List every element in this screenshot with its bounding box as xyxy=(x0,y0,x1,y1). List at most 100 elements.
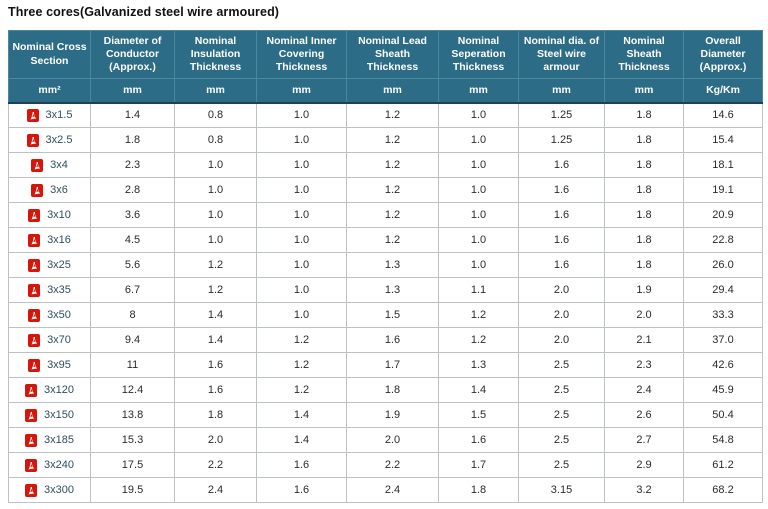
value-cell-col-7: 2.3 xyxy=(604,352,684,378)
column-unit-7: mm xyxy=(604,78,684,104)
value-cell-col-6: 1.25 xyxy=(518,127,605,153)
value-cell-col-5: 1.0 xyxy=(438,102,519,128)
pdf-icon[interactable] xyxy=(25,433,37,447)
value-cell-col-5: 1.0 xyxy=(438,252,519,278)
pdf-icon[interactable] xyxy=(31,158,44,172)
value-cell-col-7: 2.4 xyxy=(604,377,684,403)
value-cell-col-5: 1.6 xyxy=(438,427,519,453)
pdf-icon[interactable] xyxy=(28,308,41,322)
value-cell-col-2: 1.2 xyxy=(174,277,257,303)
table-row: 3x4 2.3 1.0 1.0 1.2 1.0 1.6 1.8 18.1 xyxy=(8,152,763,178)
value-cell-col-6: 2.0 xyxy=(518,327,605,353)
value-cell-col-5: 1.4 xyxy=(438,377,519,403)
table-row: 3x10 3.6 1.0 1.0 1.2 1.0 1.6 1.8 20.9 xyxy=(8,202,763,228)
pdf-icon[interactable] xyxy=(25,408,37,422)
size-wrap: 3x150 xyxy=(11,408,88,422)
value-cell-col-5: 1.0 xyxy=(438,177,519,203)
value-cell-col-1: 1.4 xyxy=(90,102,175,128)
pdf-icon[interactable] xyxy=(26,108,39,122)
table-row: 3x50 8 1.4 1.0 1.5 1.2 2.0 2.0 33.3 xyxy=(8,302,763,328)
value-cell-col-8: 37.0 xyxy=(683,327,763,353)
value-cell-col-6: 1.6 xyxy=(518,227,605,253)
size-label: 3x300 xyxy=(44,484,74,496)
value-cell-col-8: 54.8 xyxy=(683,427,763,453)
pdf-icon[interactable] xyxy=(28,283,41,297)
value-cell-col-3: 1.0 xyxy=(256,252,347,278)
size-cell: 3x120 xyxy=(8,377,91,403)
value-cell-col-5: 1.1 xyxy=(438,277,519,303)
value-cell-col-2: 2.2 xyxy=(174,452,257,478)
pdf-icon[interactable] xyxy=(26,133,39,147)
value-cell-col-6: 3.15 xyxy=(518,477,605,503)
value-cell-col-8: 19.1 xyxy=(683,177,763,203)
size-cell: 3x185 xyxy=(8,427,91,453)
value-cell-col-6: 1.6 xyxy=(518,252,605,278)
table-row: 3x70 9.4 1.4 1.2 1.6 1.2 2.0 2.1 37.0 xyxy=(8,327,763,353)
column-header-6: Nominal dia. of Steel wire armour xyxy=(518,30,605,79)
value-cell-col-2: 1.0 xyxy=(174,152,257,178)
size-wrap: 3x240 xyxy=(11,458,88,472)
value-cell-col-7: 2.9 xyxy=(604,452,684,478)
column-header-4: Nominal Lead Sheath Thickness xyxy=(346,30,439,79)
value-cell-col-4: 1.2 xyxy=(346,152,439,178)
pdf-icon[interactable] xyxy=(28,258,41,272)
pdf-icon[interactable] xyxy=(28,333,41,347)
size-label: 3x6 xyxy=(50,184,68,196)
pdf-icon[interactable] xyxy=(25,458,37,472)
value-cell-col-4: 2.2 xyxy=(346,452,439,478)
value-cell-col-3: 1.0 xyxy=(256,152,347,178)
column-header-5: Nominal Seperation Thickness xyxy=(438,30,519,79)
column-unit-4: mm xyxy=(346,78,439,104)
value-cell-col-4: 1.3 xyxy=(346,277,439,303)
value-cell-col-1: 8 xyxy=(90,302,175,328)
size-cell: 3x4 xyxy=(8,152,91,178)
size-cell: 3x240 xyxy=(8,452,91,478)
value-cell-col-1: 19.5 xyxy=(90,477,175,503)
value-cell-col-6: 1.6 xyxy=(518,202,605,228)
value-cell-col-4: 1.2 xyxy=(346,227,439,253)
pdf-icon[interactable] xyxy=(28,358,41,372)
size-cell: 3x25 xyxy=(8,252,91,278)
size-label: 3x70 xyxy=(47,334,71,346)
size-wrap: 3x25 xyxy=(11,258,88,272)
value-cell-col-7: 1.8 xyxy=(604,227,684,253)
pdf-icon[interactable] xyxy=(25,483,37,497)
value-cell-col-1: 13.8 xyxy=(90,402,175,428)
value-cell-col-3: 1.0 xyxy=(256,127,347,153)
value-cell-col-4: 1.2 xyxy=(346,177,439,203)
value-cell-col-4: 1.8 xyxy=(346,377,439,403)
value-cell-col-5: 1.5 xyxy=(438,402,519,428)
table-row: 3x300 19.5 2.4 1.6 2.4 1.8 3.15 3.2 68.2 xyxy=(8,477,763,503)
pdf-icon[interactable] xyxy=(31,183,44,197)
value-cell-col-4: 1.2 xyxy=(346,102,439,128)
value-cell-col-8: 15.4 xyxy=(683,127,763,153)
value-cell-col-1: 4.5 xyxy=(90,227,175,253)
value-cell-col-7: 2.6 xyxy=(604,402,684,428)
pdf-icon[interactable] xyxy=(28,208,41,222)
value-cell-col-3: 1.2 xyxy=(256,327,347,353)
value-cell-col-7: 2.7 xyxy=(604,427,684,453)
value-cell-col-4: 1.2 xyxy=(346,127,439,153)
size-wrap: 3x35 xyxy=(11,283,88,297)
value-cell-col-6: 1.6 xyxy=(518,152,605,178)
size-label: 3x240 xyxy=(44,459,74,471)
table-row: 3x35 6.7 1.2 1.0 1.3 1.1 2.0 1.9 29.4 xyxy=(8,277,763,303)
size-wrap: 3x6 xyxy=(11,183,88,197)
column-unit-8: Kg/Km xyxy=(683,78,763,104)
value-cell-col-3: 1.4 xyxy=(256,427,347,453)
pdf-icon[interactable] xyxy=(28,233,41,247)
size-cell: 3x50 xyxy=(8,302,91,328)
value-cell-col-7: 2.1 xyxy=(604,327,684,353)
size-wrap: 3x95 xyxy=(11,358,88,372)
value-cell-col-3: 1.0 xyxy=(256,102,347,128)
value-cell-col-7: 3.2 xyxy=(604,477,684,503)
value-cell-col-1: 6.7 xyxy=(90,277,175,303)
table-row: 3x25 5.6 1.2 1.0 1.3 1.0 1.6 1.8 26.0 xyxy=(8,252,763,278)
table-row: 3x240 17.5 2.2 1.6 2.2 1.7 2.5 2.9 61.2 xyxy=(8,452,763,478)
value-cell-col-8: 61.2 xyxy=(683,452,763,478)
pdf-icon[interactable] xyxy=(25,383,37,397)
size-label: 3x16 xyxy=(47,234,71,246)
table-row: 3x2.5 1.8 0.8 1.0 1.2 1.0 1.25 1.8 15.4 xyxy=(8,127,763,153)
value-cell-col-1: 5.6 xyxy=(90,252,175,278)
value-cell-col-8: 42.6 xyxy=(683,352,763,378)
